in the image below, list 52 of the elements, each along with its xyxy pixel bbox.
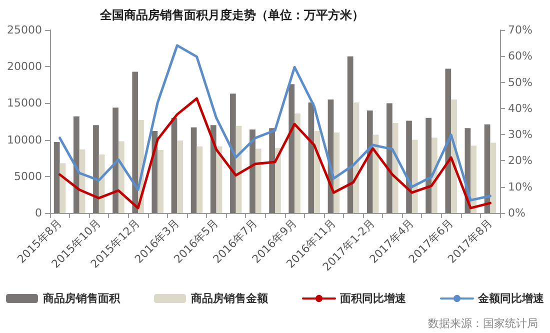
y-tick-label: 20000 — [7, 60, 42, 74]
bar — [294, 113, 300, 213]
bar — [426, 118, 432, 213]
line-series — [58, 97, 492, 210]
bar — [190, 127, 197, 213]
y-tick-label: 25000 — [7, 24, 42, 36]
bar — [470, 146, 477, 213]
y2-tick-label: 70% — [508, 24, 532, 36]
y-tick-label: 10000 — [7, 133, 42, 146]
bar — [250, 130, 256, 213]
bar — [392, 122, 398, 213]
y-tick-label: 15000 — [7, 96, 42, 110]
chart-title: 全国商品房销售面积月度走势（单位：万平方米） — [99, 8, 364, 22]
bar — [210, 125, 216, 213]
bar — [93, 125, 99, 213]
bar — [406, 120, 412, 213]
legend-label: 面积同比增速 — [339, 292, 407, 305]
bar — [412, 140, 418, 213]
bar — [445, 68, 452, 213]
y2-tick-label: 0% — [508, 206, 526, 220]
bar — [177, 140, 184, 213]
bar — [386, 103, 392, 213]
y-tick-label: 0 — [35, 206, 42, 220]
bar — [269, 128, 275, 213]
bar — [490, 142, 496, 213]
y2-tick-label: 30% — [508, 128, 532, 142]
bar — [73, 116, 80, 213]
bar — [54, 142, 60, 213]
bar — [334, 132, 340, 213]
bar — [314, 131, 320, 213]
bar — [255, 148, 262, 213]
legend-label: 商品房销售金额 — [190, 292, 269, 305]
bar — [288, 84, 295, 213]
legend-label: 金额同比增速 — [477, 292, 545, 305]
bar — [171, 118, 178, 213]
bar — [132, 72, 138, 213]
bar — [347, 56, 354, 213]
bar — [275, 148, 281, 213]
bar — [196, 146, 203, 213]
y2-tick-label: 20% — [508, 154, 532, 168]
y2-tick-label: 40% — [508, 102, 532, 115]
bar — [158, 150, 164, 213]
y2-tick-label: 10% — [508, 180, 532, 194]
legend-label: 商品房销售面积 — [42, 292, 121, 305]
source-note: 数据来源：国家统计局 — [428, 317, 538, 330]
bar — [112, 108, 118, 213]
y-tick-label: 5000 — [14, 170, 42, 183]
y2-tick-label: 50% — [508, 76, 532, 89]
bar — [230, 94, 236, 213]
y2-tick-label: 60% — [508, 50, 532, 63]
bar — [366, 110, 373, 213]
line-series — [58, 44, 492, 202]
